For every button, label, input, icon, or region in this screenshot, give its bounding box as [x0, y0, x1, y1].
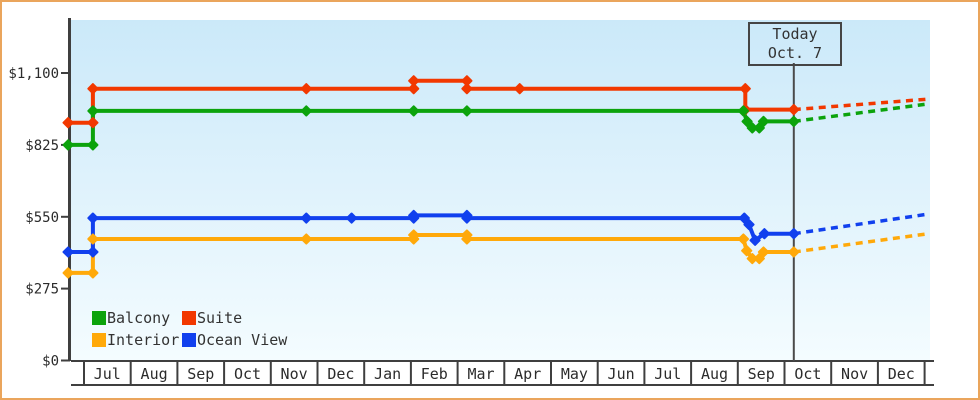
- legend-swatch-suite: [182, 311, 196, 325]
- data-point-balcony: [300, 105, 312, 117]
- data-point-balcony: [408, 105, 420, 117]
- data-point-ocean-view: [461, 212, 473, 224]
- legend-label-ocean-view: Ocean View: [197, 331, 288, 349]
- markers-balcony: [62, 105, 800, 151]
- data-point-balcony: [737, 105, 749, 117]
- today-box: Today Oct. 7: [748, 22, 842, 66]
- month-label: Apr: [514, 365, 541, 383]
- data-point-ocean-view: [408, 209, 420, 221]
- data-point-balcony: [741, 115, 753, 127]
- legend-label-suite: Suite: [197, 309, 243, 327]
- data-point-ocean-view: [300, 212, 312, 224]
- today-box-label: Today: [772, 25, 818, 43]
- data-point-suite: [62, 117, 74, 129]
- legend-label-interior: Interior: [107, 331, 180, 349]
- month-label: Nov: [281, 365, 308, 383]
- legend-item-suite: Suite: [182, 307, 287, 329]
- data-point-interior: [741, 245, 753, 257]
- month-label: May: [561, 365, 588, 383]
- data-point-balcony: [87, 139, 99, 151]
- month-label: Feb: [421, 365, 448, 383]
- month-label: Oct: [234, 365, 261, 383]
- today-box-date: Oct. 7: [767, 44, 823, 62]
- data-point-ocean-view: [738, 212, 750, 224]
- month-label: Jul: [94, 365, 121, 383]
- month-label: Dec: [327, 365, 354, 383]
- data-point-ocean-view: [758, 228, 770, 240]
- x-axis-month-band: [71, 360, 934, 386]
- plot-background: [71, 20, 930, 361]
- data-point-suite: [739, 83, 751, 95]
- markers-ocean-view: [62, 209, 800, 258]
- y-axis-label: $1,100: [8, 66, 59, 82]
- month-label: Sep: [748, 365, 775, 383]
- y-axis-label: $0: [42, 354, 59, 370]
- legend-swatch-ocean-view: [182, 333, 196, 347]
- x-axis-month-labels: Jul Aug Sep Oct Nov Dec Jan Feb Mar Apr May Jun Jul A…: [94, 365, 915, 383]
- data-point-balcony: [87, 105, 99, 117]
- month-label: Oct: [794, 365, 821, 383]
- data-point-interior: [737, 233, 749, 245]
- legend: Balcony Suite Interior Ocean View: [92, 307, 287, 351]
- data-point-interior: [300, 233, 312, 245]
- data-point-interior: [788, 246, 800, 258]
- month-label: Jul: [654, 365, 681, 383]
- data-point-suite: [514, 83, 526, 95]
- legend-swatch-balcony: [92, 311, 106, 325]
- data-point-suite: [788, 104, 800, 116]
- legend-item-ocean-view: Ocean View: [182, 329, 287, 351]
- data-point-ocean-view: [346, 212, 358, 224]
- data-point-interior: [62, 267, 74, 279]
- month-label: Dec: [888, 365, 915, 383]
- month-label: Mar: [467, 365, 494, 383]
- forecast-line-ocean-view: [793, 212, 929, 236]
- legend-item-interior: Interior: [92, 329, 182, 351]
- y-axis-labels: $0 $275 $550 $825 $1,100: [8, 66, 59, 370]
- month-label: Sep: [187, 365, 214, 383]
- data-point-suite: [408, 83, 420, 95]
- data-point-balcony: [753, 122, 765, 134]
- data-point-ocean-view: [743, 219, 755, 231]
- data-point-balcony: [62, 139, 74, 151]
- data-point-ocean-view: [62, 246, 74, 258]
- month-label: Jun: [608, 365, 635, 383]
- data-point-interior: [87, 267, 99, 279]
- data-point-ocean-view: [87, 246, 99, 258]
- data-point-ocean-view: [87, 212, 99, 224]
- month-label: Jan: [374, 365, 401, 383]
- month-label: Aug: [141, 365, 168, 383]
- data-point-suite: [461, 83, 473, 95]
- data-point-suite: [87, 83, 99, 95]
- data-point-interior: [408, 229, 420, 241]
- data-point-balcony: [461, 105, 473, 117]
- data-point-balcony: [788, 115, 800, 127]
- data-point-ocean-view: [749, 234, 761, 246]
- data-point-suite: [300, 83, 312, 95]
- data-point-interior: [461, 233, 473, 245]
- data-point-balcony: [757, 115, 770, 127]
- data-point-interior: [753, 253, 765, 265]
- data-point-interior: [87, 233, 99, 245]
- month-label: Aug: [701, 365, 728, 383]
- data-point-ocean-view: [788, 228, 800, 240]
- forecast-line-balcony: [793, 102, 925, 124]
- legend-label-balcony: Balcony: [107, 309, 171, 327]
- y-axis-label: $275: [25, 282, 59, 298]
- month-label: Nov: [841, 365, 868, 383]
- data-point-suite: [87, 117, 99, 129]
- data-point-suite: [408, 75, 420, 87]
- y-axis-label: $550: [25, 210, 59, 226]
- data-point-interior: [757, 246, 770, 258]
- forecast-line-suite: [793, 97, 929, 112]
- legend-item-balcony: Balcony: [92, 307, 182, 329]
- legend-swatch-interior: [92, 333, 106, 347]
- forecast-line-interior: [793, 231, 929, 254]
- markers-interior: [62, 229, 800, 279]
- y-axis-label: $825: [25, 138, 59, 154]
- data-point-suite: [461, 75, 473, 87]
